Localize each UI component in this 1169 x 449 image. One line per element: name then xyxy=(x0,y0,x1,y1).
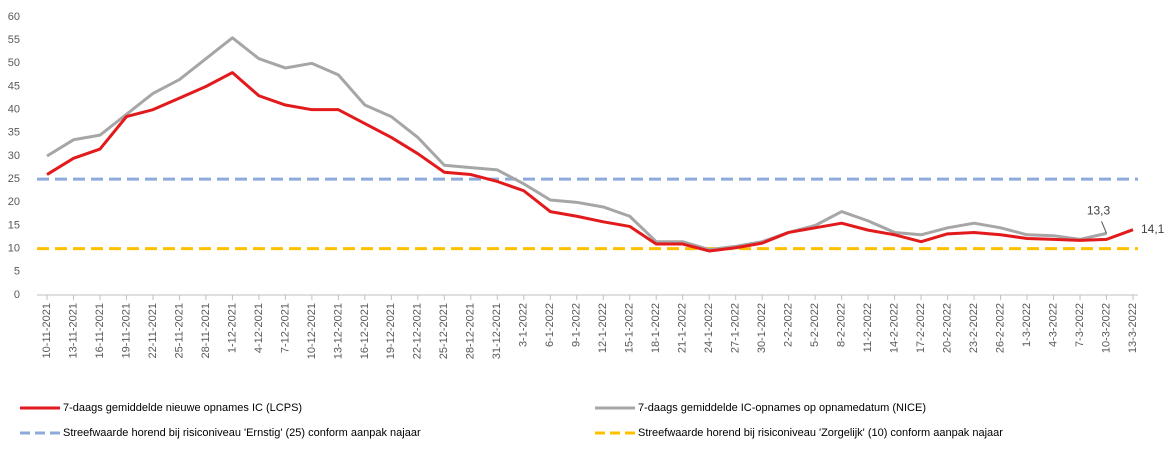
x-tick-label: 8-2-2022 xyxy=(836,303,848,347)
x-tick-label: 30-1-2022 xyxy=(756,303,768,353)
x-tick-label: 28-11-2021 xyxy=(200,303,212,358)
legend-label: Streefwaarde horend bij risiconiveau 'Zo… xyxy=(638,427,1003,439)
x-tick-label: 28-12-2021 xyxy=(465,303,477,359)
annotation-leader xyxy=(1101,221,1107,234)
x-tick-label: 24-1-2022 xyxy=(703,303,715,353)
y-tick-label: 50 xyxy=(8,57,20,69)
x-tick-label: 2-2-2022 xyxy=(783,303,795,347)
x-tick-label: 21-1-2022 xyxy=(677,303,689,353)
x-tick-label: 6-1-2022 xyxy=(544,303,556,347)
y-tick-label: 60 xyxy=(8,11,20,23)
x-tick-label: 27-1-2022 xyxy=(730,303,742,353)
legend-label: Streefwaarde horend bij risiconiveau 'Er… xyxy=(63,427,421,439)
y-tick-label: 35 xyxy=(8,127,20,139)
x-tick-label: 13-11-2021 xyxy=(67,303,79,358)
x-tick-label: 20-2-2022 xyxy=(941,303,953,353)
x-tick-label: 10-11-2021 xyxy=(41,303,53,358)
x-tick-label: 14-2-2022 xyxy=(889,303,901,353)
x-tick-label: 22-11-2021 xyxy=(147,303,159,358)
x-tick-label: 26-2-2022 xyxy=(994,303,1006,353)
x-tick-label: 13-12-2021 xyxy=(332,303,344,359)
x-tick-label: 19-11-2021 xyxy=(120,303,132,358)
annotation: 14,1 xyxy=(1141,222,1165,236)
x-tick-label: 23-2-2022 xyxy=(968,303,980,353)
y-tick-label: 5 xyxy=(14,266,20,278)
x-tick-label: 19-12-2021 xyxy=(385,303,397,359)
x-tick-label: 25-12-2021 xyxy=(438,303,450,359)
x-tick-label: 1-12-2021 xyxy=(226,303,238,353)
y-tick-label: 0 xyxy=(14,289,20,301)
legend-label: 7-daags gemiddelde nieuwe opnames IC (LC… xyxy=(63,402,302,414)
y-tick-label: 55 xyxy=(8,34,20,46)
x-tick-label: 13-3-2022 xyxy=(1127,303,1139,353)
series-line xyxy=(46,71,1134,253)
x-tick-label: 5-2-2022 xyxy=(809,303,821,347)
x-tick-label: 11-2-2022 xyxy=(862,303,874,352)
x-tick-label: 10-3-2022 xyxy=(1100,303,1112,353)
annotation: 13,3 xyxy=(1087,204,1111,218)
y-tick-label: 30 xyxy=(8,150,20,162)
x-tick-label: 9-1-2022 xyxy=(571,303,583,347)
x-tick-label: 25-11-2021 xyxy=(173,303,185,358)
legend-label: 7-daags gemiddelde IC-opnames op opnamed… xyxy=(638,402,926,414)
y-tick-label: 45 xyxy=(8,80,20,92)
x-tick-label: 22-12-2021 xyxy=(412,303,424,359)
x-tick-label: 12-1-2022 xyxy=(597,303,609,353)
x-tick-label: 10-12-2021 xyxy=(306,303,318,359)
x-tick-label: 4-12-2021 xyxy=(253,303,265,353)
x-tick-label: 3-1-2022 xyxy=(518,303,530,347)
x-tick-label: 16-12-2021 xyxy=(359,303,371,359)
y-tick-label: 10 xyxy=(8,243,20,255)
x-tick-label: 17-2-2022 xyxy=(915,303,927,353)
series-line xyxy=(46,36,1107,252)
y-tick-label: 20 xyxy=(8,196,20,208)
x-tick-label: 31-12-2021 xyxy=(491,303,503,359)
x-tick-label: 7-12-2021 xyxy=(279,303,291,353)
y-tick-label: 25 xyxy=(8,173,20,185)
y-tick-label: 40 xyxy=(8,104,20,116)
x-tick-label: 4-3-2022 xyxy=(1047,303,1059,347)
x-tick-label: 18-1-2022 xyxy=(650,303,662,353)
x-tick-label: 7-3-2022 xyxy=(1074,303,1086,347)
y-tick-label: 15 xyxy=(8,219,20,231)
x-tick-label: 16-11-2021 xyxy=(94,303,106,358)
x-tick-label: 15-1-2022 xyxy=(624,303,636,353)
x-tick-label: 1-3-2022 xyxy=(1021,303,1033,347)
